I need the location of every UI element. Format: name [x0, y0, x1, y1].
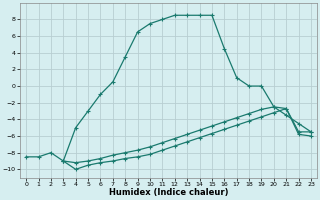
X-axis label: Humidex (Indice chaleur): Humidex (Indice chaleur): [109, 188, 228, 197]
